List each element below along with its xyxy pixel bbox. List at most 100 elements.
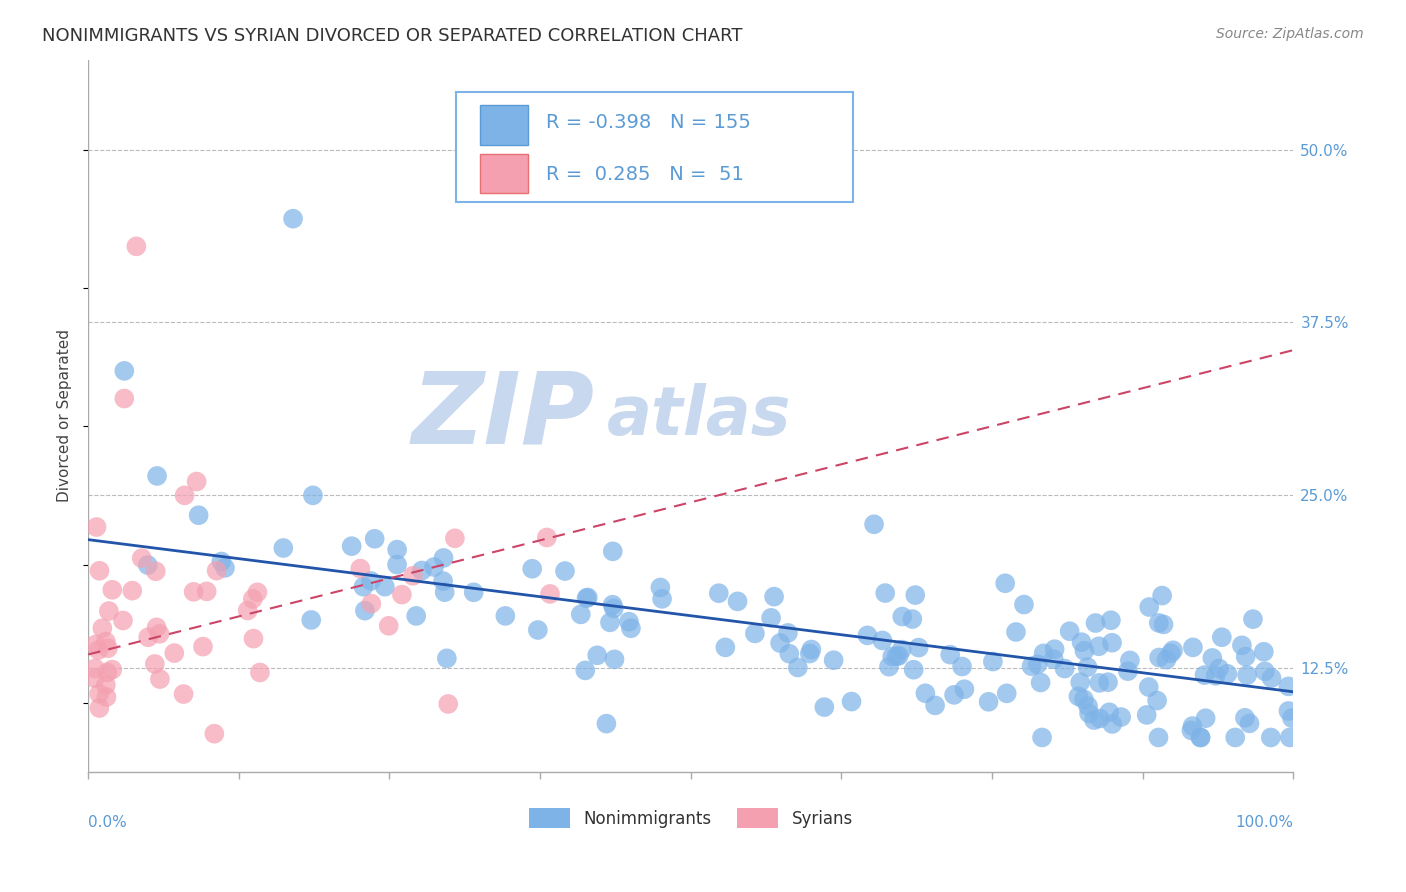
- Point: [823, 653, 845, 667]
- Point: [650, 581, 672, 595]
- Point: [1005, 625, 1028, 640]
- Point: [904, 588, 927, 602]
- Point: [841, 695, 863, 709]
- Point: [1088, 676, 1111, 690]
- Point: [391, 588, 413, 602]
- Point: [143, 657, 166, 671]
- Point: [145, 564, 167, 578]
- Point: [994, 576, 1017, 591]
- Point: [89, 687, 111, 701]
- Point: [94, 634, 117, 648]
- Point: [377, 619, 399, 633]
- Point: [402, 569, 425, 583]
- Point: [727, 594, 749, 608]
- Point: [405, 608, 427, 623]
- Point: [1026, 657, 1049, 672]
- Point: [1042, 652, 1064, 666]
- Point: [242, 591, 264, 606]
- Text: ZIP: ZIP: [412, 368, 595, 465]
- Point: [599, 615, 621, 630]
- Point: [1137, 680, 1160, 694]
- Point: [1032, 646, 1054, 660]
- Point: [363, 532, 385, 546]
- Point: [121, 583, 143, 598]
- Point: [202, 727, 225, 741]
- Point: [953, 682, 976, 697]
- Point: [763, 590, 786, 604]
- Point: [340, 539, 363, 553]
- Point: [1236, 668, 1258, 682]
- Point: [924, 698, 946, 713]
- Point: [603, 652, 626, 666]
- Point: [87, 643, 110, 657]
- Point: [602, 544, 624, 558]
- Point: [1201, 651, 1223, 665]
- Point: [538, 587, 561, 601]
- Point: [96, 690, 118, 704]
- Point: [1076, 660, 1098, 674]
- Point: [84, 661, 107, 675]
- Point: [163, 646, 186, 660]
- Point: [84, 638, 107, 652]
- Point: [1101, 636, 1123, 650]
- Point: [887, 648, 910, 663]
- Point: [360, 574, 382, 588]
- Point: [302, 488, 325, 502]
- Point: [1241, 612, 1264, 626]
- Point: [111, 614, 134, 628]
- Point: [1067, 690, 1090, 704]
- Text: Source: ZipAtlas.com: Source: ZipAtlas.com: [1216, 27, 1364, 41]
- Point: [236, 603, 259, 617]
- Point: [576, 591, 599, 605]
- Point: [603, 601, 626, 615]
- Point: [901, 612, 924, 626]
- Point: [89, 701, 111, 715]
- Point: [349, 561, 371, 575]
- Point: [101, 663, 124, 677]
- Point: [273, 541, 295, 555]
- Point: [1234, 649, 1257, 664]
- Point: [595, 716, 617, 731]
- Point: [148, 627, 170, 641]
- Point: [112, 392, 135, 406]
- Point: [1153, 617, 1175, 632]
- Point: [943, 688, 966, 702]
- Point: [1146, 693, 1168, 707]
- Point: [574, 664, 596, 678]
- Point: [423, 560, 446, 574]
- Text: R =  0.285   N =  51: R = 0.285 N = 51: [546, 165, 744, 184]
- Point: [744, 626, 766, 640]
- Point: [437, 697, 460, 711]
- Point: [101, 582, 124, 597]
- Point: [1205, 669, 1227, 683]
- Point: [1098, 706, 1121, 720]
- Point: [146, 469, 169, 483]
- Point: [360, 597, 382, 611]
- Point: [1097, 675, 1119, 690]
- Point: [1029, 675, 1052, 690]
- Point: [1031, 731, 1053, 745]
- Point: [602, 598, 624, 612]
- Point: [1189, 731, 1212, 745]
- Point: [856, 628, 879, 642]
- Point: [1012, 598, 1035, 612]
- Point: [97, 641, 120, 656]
- Point: [1181, 640, 1204, 655]
- Point: [1180, 723, 1202, 738]
- Point: [136, 630, 159, 644]
- Point: [494, 608, 516, 623]
- Point: [1119, 653, 1142, 667]
- Point: [1277, 679, 1299, 693]
- Point: [149, 672, 172, 686]
- Point: [432, 574, 454, 588]
- Point: [83, 671, 105, 685]
- Point: [877, 659, 900, 673]
- Point: [995, 686, 1018, 700]
- Point: [436, 651, 458, 665]
- Point: [891, 609, 914, 624]
- Point: [950, 659, 973, 673]
- Point: [249, 665, 271, 680]
- Point: [1194, 711, 1216, 725]
- Point: [786, 660, 808, 674]
- Point: [1208, 661, 1230, 675]
